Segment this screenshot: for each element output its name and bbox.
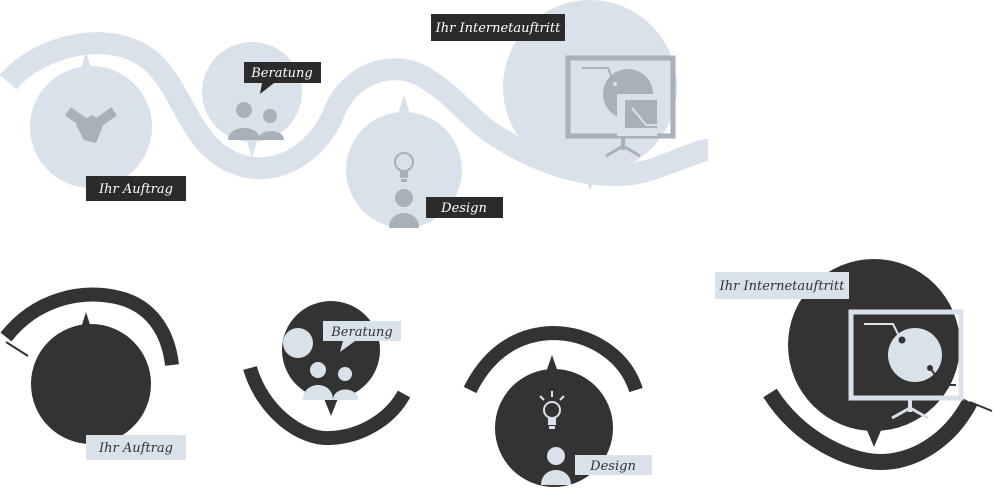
top-step-beratung: Beratung bbox=[202, 42, 321, 158]
top-row: Ihr Auftrag Beratung bbox=[0, 0, 710, 228]
top-label-auftrag-bg bbox=[86, 176, 186, 201]
bottom-internetauftritt-pointer bbox=[866, 428, 882, 447]
bottom-label-auftrag-bg bbox=[86, 435, 186, 460]
presentation-screen-icon bbox=[565, 55, 676, 158]
top-label-design-bg bbox=[426, 197, 503, 218]
bottom-auftrag-arc bbox=[0, 287, 179, 366]
top-label-internetauftritt: Ihr Internetauftritt bbox=[435, 21, 562, 36]
bottom-step-auftrag: Ihr Auftrag bbox=[0, 287, 186, 460]
top-step-internetauftritt: Ihr Internetauftritt bbox=[431, 0, 677, 190]
bottom-label-auftrag: Ihr Auftrag bbox=[98, 441, 173, 456]
bottom-step-design: Design bbox=[463, 325, 652, 487]
top-label-auftrag: Ihr Auftrag bbox=[98, 182, 173, 197]
bottom-auftrag-circle bbox=[31, 324, 151, 444]
bottom-label-beratung-bg bbox=[323, 321, 401, 341]
top-label-beratung-bg bbox=[244, 62, 321, 83]
bottom-internetauftritt-arc-tail bbox=[969, 401, 993, 412]
people-icon bbox=[283, 328, 358, 400]
top-step-beratung-circle bbox=[202, 42, 302, 142]
top-step-design: Design bbox=[346, 95, 503, 228]
bottom-step-internetauftritt: Ihr Internetauftritt bbox=[715, 259, 993, 471]
top-label-beratung: Beratung bbox=[250, 66, 313, 81]
presentation-screen-icon bbox=[848, 309, 964, 420]
bottom-beratung-arc bbox=[243, 365, 411, 446]
handshake-icon bbox=[64, 107, 118, 143]
bottom-design-arc bbox=[463, 325, 643, 394]
bottom-internetauftritt-circle bbox=[788, 259, 960, 431]
top-label-design: Design bbox=[440, 201, 487, 216]
bottom-label-beratung-tail bbox=[340, 341, 355, 352]
top-label-beratung-tail bbox=[260, 83, 274, 94]
bottom-label-internetauftritt-bg bbox=[715, 272, 849, 299]
lightbulb-person-icon bbox=[389, 152, 419, 228]
bottom-label-design: Design bbox=[589, 459, 636, 474]
bottom-step-beratung: Beratung bbox=[243, 301, 411, 446]
bottom-auftrag-arc-tail bbox=[5, 341, 29, 357]
people-icon bbox=[228, 102, 284, 140]
top-step-internetauftritt-pointer bbox=[583, 172, 597, 190]
bottom-row: Ihr Auftrag Beratung bbox=[0, 259, 993, 487]
bottom-beratung-pointer bbox=[323, 396, 339, 416]
lightbulb-person-icon bbox=[539, 391, 571, 485]
top-step-auftrag: Ihr Auftrag bbox=[30, 52, 186, 201]
bottom-internetauftritt-arc bbox=[763, 388, 978, 471]
top-label-internetauftritt-bg bbox=[431, 14, 565, 41]
top-step-design-pointer bbox=[398, 95, 410, 114]
bottom-label-beratung: Beratung bbox=[330, 325, 393, 340]
bottom-label-internetauftritt: Ihr Internetauftritt bbox=[719, 279, 846, 294]
bottom-label-design-bg bbox=[575, 455, 652, 475]
top-step-beratung-pointer bbox=[246, 138, 258, 158]
